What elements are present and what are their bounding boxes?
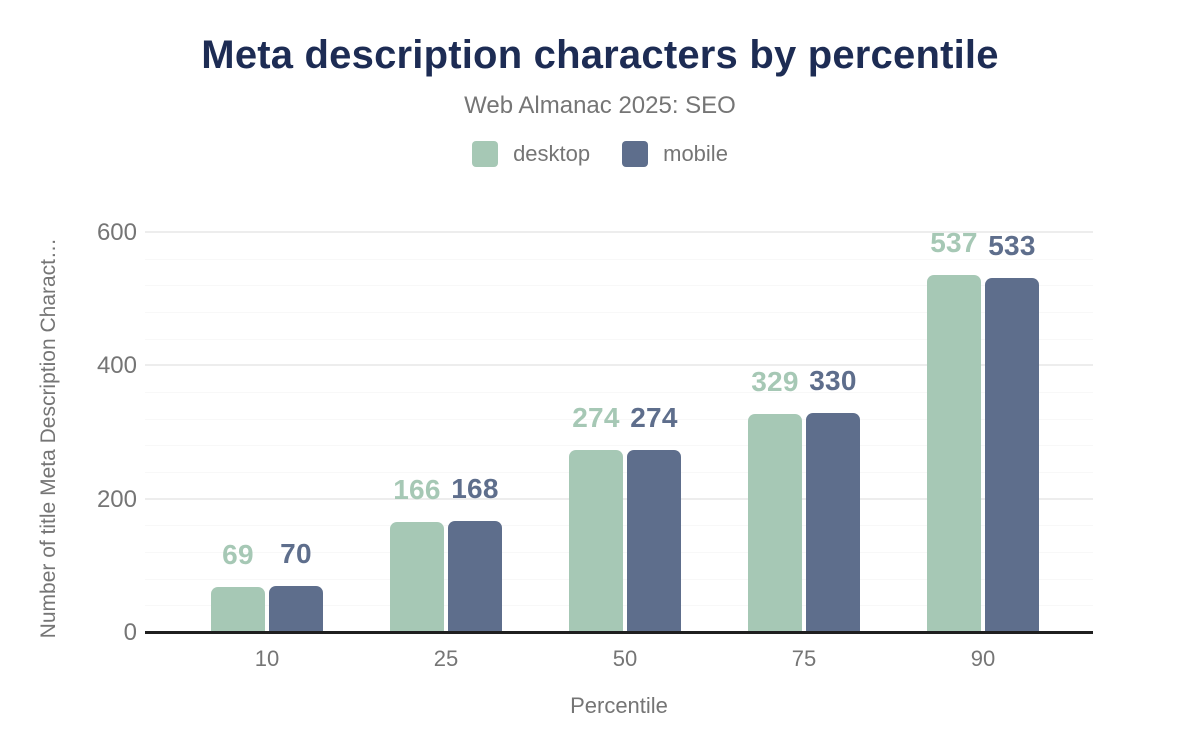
y-tick-label: 0 (123, 619, 137, 646)
gridline (145, 285, 1093, 287)
plot-area: 69 70 166 168 274 274 329 330 537 533 (145, 227, 1093, 633)
value-label-mobile-90: 533 (988, 229, 1036, 261)
value-label-desktop-25: 166 (393, 474, 441, 506)
gridline (145, 445, 1093, 447)
mobile-series-swatch (622, 141, 649, 167)
gridline (145, 338, 1093, 340)
bar-mobile-10 (269, 586, 323, 633)
value-label-mobile-75: 330 (809, 365, 857, 396)
bar-mobile-90 (985, 277, 1039, 633)
value-label-mobile-50: 274 (630, 402, 678, 434)
legend-item-desktop: desktop (472, 141, 590, 167)
chart-subtitle: Web Almanac 2025: SEO (464, 92, 736, 119)
x-tick-label-10: 10 (254, 646, 280, 671)
legend: desktop mobile (0, 141, 1200, 167)
x-tick-label-25: 25 (433, 646, 459, 671)
y-tick-label: 200 (96, 485, 137, 513)
legend-label-mobile: mobile (663, 141, 728, 166)
bar-mobile-75 (806, 413, 860, 633)
bar-desktop-90 (927, 275, 981, 633)
value-label-desktop-75: 329 (751, 365, 799, 397)
bar-desktop-25 (390, 522, 444, 633)
y-axis-title-wrap: Number of title Meta Description Charact… (34, 198, 64, 678)
gridline (145, 364, 1093, 367)
y-axis-title: Number of title Meta Description Charact… (37, 237, 60, 639)
x-tick-label-50: 50 (612, 646, 638, 671)
value-label-mobile-10: 70 (280, 538, 312, 570)
y-tick-label: 400 (96, 352, 137, 380)
x-tick-label-75: 75 (791, 646, 817, 671)
bar-mobile-50 (627, 450, 681, 633)
bar-desktop-50 (569, 450, 623, 633)
desktop-series-swatch (472, 141, 499, 167)
gridline (145, 312, 1093, 313)
legend-item-mobile: mobile (622, 141, 728, 167)
x-tick-label-90: 90 (970, 646, 996, 671)
x-axis-title: Percentile (570, 693, 668, 718)
chart-title: Meta description characters by percentil… (201, 33, 999, 77)
bar-desktop-75 (748, 413, 802, 633)
gridline (145, 392, 1093, 393)
value-label-desktop-50: 274 (572, 402, 620, 434)
value-label-desktop-10: 69 (222, 539, 254, 570)
bar-desktop-10 (211, 587, 265, 633)
gridline (145, 418, 1093, 420)
bar-mobile-25 (448, 521, 502, 633)
y-tick-label: 600 (96, 219, 137, 246)
value-label-mobile-25: 168 (451, 473, 499, 504)
legend-label-desktop: desktop (513, 141, 591, 166)
gridline (145, 231, 1093, 233)
gridline (145, 258, 1093, 260)
value-label-desktop-90: 537 (930, 227, 978, 258)
x-axis-line (145, 631, 1093, 634)
